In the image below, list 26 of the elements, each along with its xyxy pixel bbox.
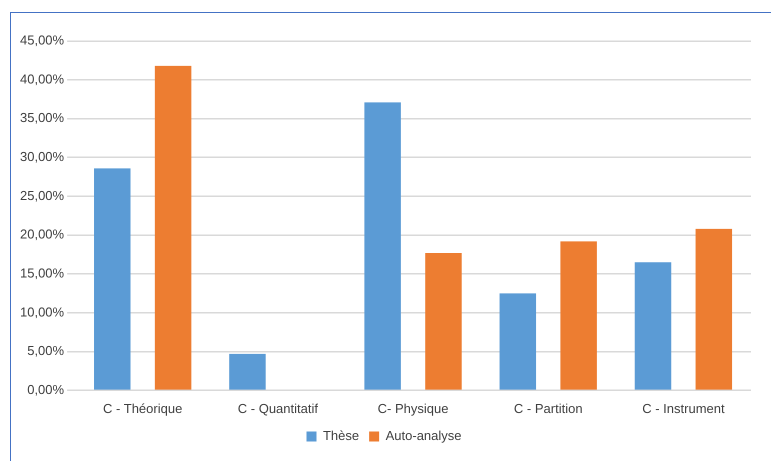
x-tick-label: C - Théorique bbox=[103, 400, 182, 416]
bar bbox=[560, 241, 597, 390]
y-tick-label: 40,00% bbox=[20, 71, 65, 86]
y-tick-label: 35,00% bbox=[20, 110, 65, 126]
y-tick-label: 25,00% bbox=[20, 188, 65, 203]
bar bbox=[500, 293, 536, 390]
bar bbox=[94, 168, 131, 390]
y-tick-label: 20,00% bbox=[20, 226, 65, 242]
y-tick-label: 15,00% bbox=[20, 266, 65, 281]
y-tick-label: 0,00% bbox=[27, 382, 65, 397]
legend-label: Thèse bbox=[322, 428, 360, 444]
bar bbox=[425, 252, 462, 390]
y-tick-label: 10,00% bbox=[20, 304, 65, 320]
x-tick-label: C - Instrument bbox=[642, 400, 725, 416]
bar bbox=[364, 102, 401, 390]
bar bbox=[696, 228, 732, 390]
x-tick-label: C - Quantitatif bbox=[238, 400, 318, 416]
y-tick-label: 30,00% bbox=[20, 149, 65, 164]
bar bbox=[634, 262, 672, 390]
x-tick-label: C - Partition bbox=[514, 400, 583, 416]
y-tick-label: 45,00% bbox=[20, 32, 65, 48]
legend-label: Auto-analyse bbox=[386, 428, 462, 444]
bar bbox=[229, 354, 266, 390]
bar bbox=[154, 66, 192, 390]
x-tick-label: C- Physique bbox=[378, 400, 448, 416]
y-tick-label: 5,00% bbox=[27, 343, 65, 358]
